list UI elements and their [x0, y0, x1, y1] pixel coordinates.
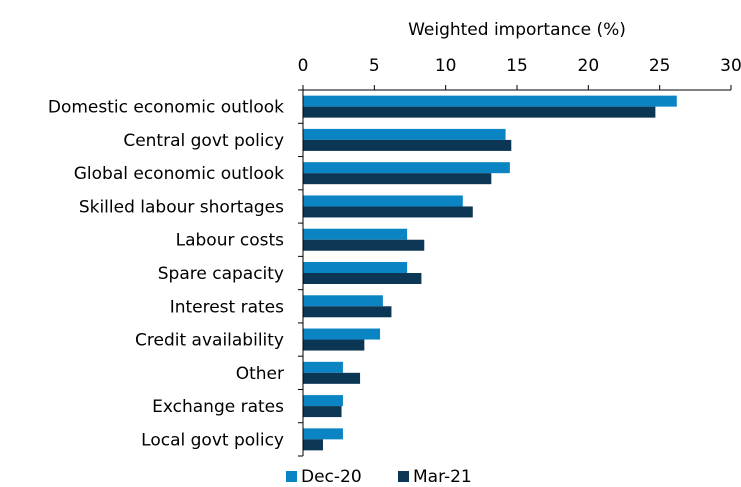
bar-dec-20 [303, 395, 343, 407]
bar-mar-21 [303, 406, 342, 418]
category-label: Interest rates [170, 297, 284, 317]
bar-dec-20 [303, 361, 343, 373]
bar-dec-20 [303, 262, 408, 273]
bar-mar-21 [303, 372, 361, 384]
category-label: Skilled labour shortages [79, 197, 284, 217]
category-labels: Domestic economic outlook Central govt po… [48, 89, 303, 457]
bar-mar-21 [303, 239, 425, 251]
bar-dec-20 [303, 228, 408, 240]
bar-dec-20 [303, 328, 381, 340]
x-tick-label: 5 [369, 56, 380, 76]
legend-swatch [286, 471, 297, 482]
category-label: Credit availability [135, 331, 284, 351]
bar-mar-21 [303, 106, 656, 118]
bar-mar-21 [303, 139, 512, 151]
legend-label: Mar-21 [413, 467, 472, 487]
bar-dec-20 [303, 162, 510, 174]
category-label: Other [236, 364, 284, 384]
x-tick-label: 25 [649, 56, 671, 76]
bar-mar-21 [303, 339, 365, 351]
bar-dec-20 [303, 128, 506, 140]
x-tick-label: 30 [720, 56, 741, 76]
x-tick-label: 10 [435, 56, 457, 76]
x-tick-label: 15 [506, 56, 528, 76]
bar-mar-21 [303, 306, 392, 318]
legend-label: Dec-20 [301, 467, 362, 487]
x-tick-label: 20 [578, 56, 600, 76]
bar-mar-21 [303, 439, 323, 451]
category-label: Central govt policy [123, 131, 284, 151]
category-label: Global economic outlook [74, 164, 284, 184]
category-label: Labour costs [176, 231, 285, 251]
bar-dec-20 [303, 195, 463, 207]
x-axis-ticks: 0 5 10 15 20 25 30 [298, 56, 741, 90]
bar-dec-20 [303, 295, 383, 307]
bar-mar-21 [303, 173, 492, 185]
category-label: Spare capacity [158, 264, 284, 284]
category-label: Domestic economic outlook [48, 98, 284, 118]
category-label: Exchange rates [152, 397, 284, 417]
x-tick-label: 0 [298, 56, 309, 76]
x-axis-title: Weighted importance (%) [408, 20, 626, 40]
bar-dec-20 [303, 95, 677, 107]
legend: Dec-20 Mar-21 [286, 467, 472, 487]
bar-dec-20 [303, 428, 343, 440]
category-label: Local govt policy [141, 430, 284, 450]
legend-swatch [398, 471, 409, 482]
bar-mar-21 [303, 273, 422, 284]
bar-mar-21 [303, 206, 473, 218]
bars [303, 95, 677, 451]
